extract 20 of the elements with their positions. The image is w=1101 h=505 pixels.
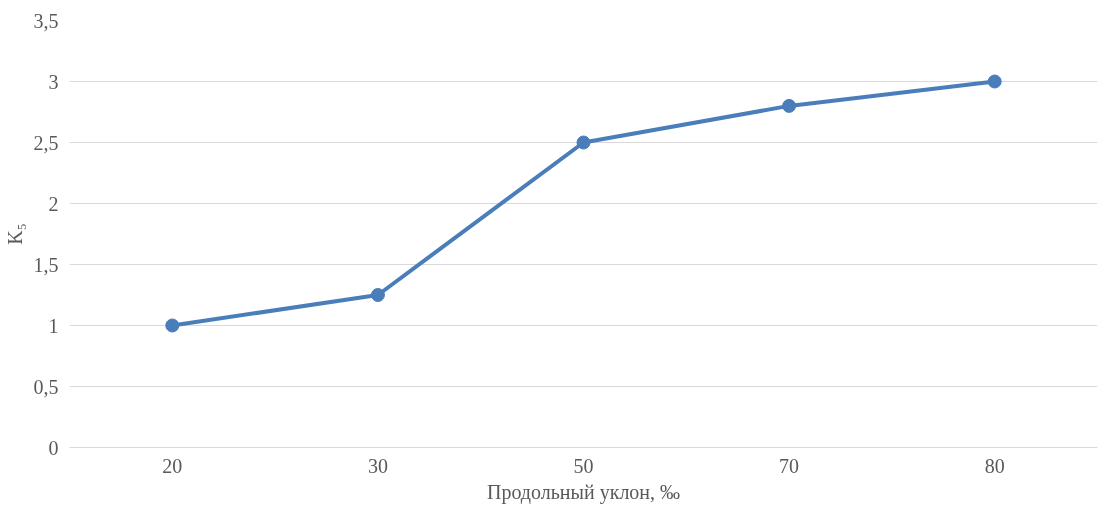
y-axis-title: K₅ — [3, 223, 26, 245]
x-tick-label: 50 — [573, 454, 594, 477]
y-tick-label: 0 — [48, 436, 59, 459]
x-tick-label: 30 — [367, 454, 388, 477]
point — [987, 74, 1002, 89]
x-tick-label: 70 — [779, 454, 800, 477]
point — [165, 318, 180, 333]
y-tick-label: 1 — [48, 314, 59, 337]
y-tick-label: 3,5 — [33, 9, 59, 32]
point — [370, 288, 385, 302]
y-tick-label: 1,5 — [33, 253, 59, 276]
point — [576, 135, 591, 150]
point — [782, 98, 797, 113]
x-tick-label: 20 — [162, 454, 183, 477]
y-tick-label: 2,5 — [33, 131, 59, 154]
x-tick-label: 80 — [984, 454, 1005, 477]
y-tick-label: 3 — [48, 70, 59, 93]
x-axis-title: Продольный уклон, ‰ — [486, 480, 681, 504]
y-tick-label: 0,5 — [33, 375, 59, 398]
y-tick-label: 2 — [48, 192, 59, 215]
